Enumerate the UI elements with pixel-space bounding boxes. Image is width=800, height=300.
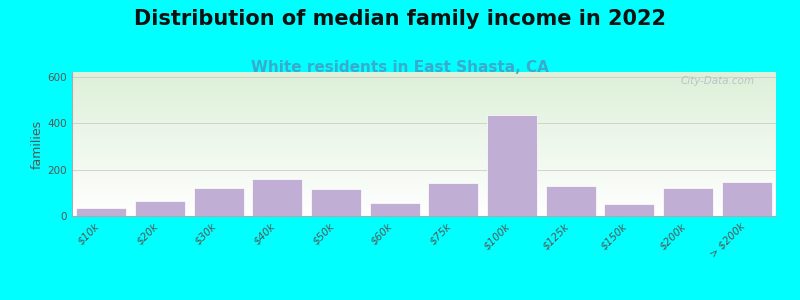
Bar [77, 208, 126, 216]
Bar [253, 179, 302, 216]
Bar [487, 115, 537, 216]
Bar [663, 188, 713, 216]
Bar [546, 186, 595, 216]
Text: White residents in East Shasta, CA: White residents in East Shasta, CA [251, 60, 549, 75]
Bar [194, 188, 243, 216]
Bar [605, 204, 654, 216]
Y-axis label: families: families [30, 119, 43, 169]
Text: Distribution of median family income in 2022: Distribution of median family income in … [134, 9, 666, 29]
Bar [429, 184, 478, 216]
Bar [311, 189, 361, 216]
Bar [370, 203, 419, 216]
Bar [722, 182, 771, 216]
Text: City-Data.com: City-Data.com [681, 76, 755, 86]
Bar [135, 201, 185, 216]
